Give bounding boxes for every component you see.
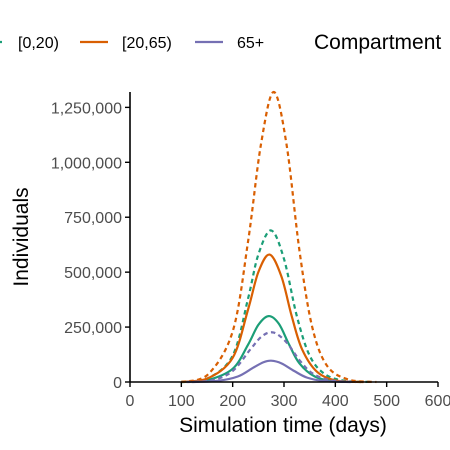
y-ticks: 0 250,000 500,000 750,000 1,000,000 1,250,000 (51, 100, 130, 392)
x-tick-label: 600 (425, 393, 450, 410)
x-tick-label: 500 (373, 393, 400, 410)
x-tick-label: 200 (219, 393, 246, 410)
series-line-5-dashed (186, 331, 356, 384)
x-ticks: 0 100 200 300 400 500 600 (126, 382, 450, 410)
y-tick-label: 1,000,000 (51, 155, 122, 172)
axes: 0 100 200 300 400 500 600 0 250,000 500,000 750,0… (51, 92, 450, 410)
x-tick-label: 300 (271, 393, 298, 410)
x-tick-label: 400 (322, 393, 349, 410)
legend: [0,20) [20,65) 65+ Compartment (0, 31, 441, 54)
y-tick-label: 0 (113, 375, 122, 392)
y-tick-label: 1,250,000 (51, 100, 122, 117)
legend-compartment-title: Compartment (314, 31, 441, 54)
series-line-0-solid (181, 314, 362, 384)
legend-label: [0,20) (18, 35, 59, 52)
x-axis-title: Simulation time (days) (179, 414, 387, 437)
y-tick-label: 500,000 (64, 265, 122, 282)
series-line-4-solid (191, 359, 351, 384)
series-line-2-solid (181, 253, 364, 384)
plot-area (181, 90, 377, 384)
legend-label: [20,65) (122, 35, 172, 52)
legend-label: 65+ (237, 35, 264, 52)
y-tick-label: 750,000 (64, 210, 122, 227)
y-axis-title: Individuals (10, 187, 33, 286)
x-tick-label: 100 (168, 393, 195, 410)
series-line-1-dashed (181, 229, 372, 384)
series-line-3-dashed (181, 90, 377, 384)
y-tick-label: 250,000 (64, 320, 122, 337)
x-tick-label: 0 (126, 393, 135, 410)
